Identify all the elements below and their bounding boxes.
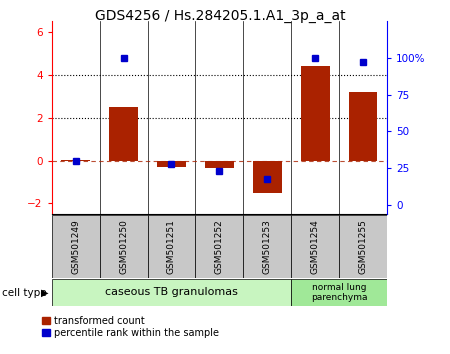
Text: GSM501249: GSM501249	[71, 219, 80, 274]
Text: GSM501254: GSM501254	[310, 219, 320, 274]
Text: GSM501253: GSM501253	[263, 219, 272, 274]
Bar	[195, 215, 243, 278]
Legend: transformed count, percentile rank within the sample: transformed count, percentile rank withi…	[41, 315, 220, 339]
Text: GSM501255: GSM501255	[359, 219, 368, 274]
Bar	[291, 279, 387, 306]
Bar	[243, 215, 291, 278]
Bar	[349, 92, 378, 161]
Bar	[157, 161, 186, 167]
Text: ▶: ▶	[41, 288, 49, 298]
Text: normal lung
parenchyma: normal lung parenchyma	[311, 283, 367, 302]
Bar	[99, 215, 148, 278]
Bar	[148, 215, 195, 278]
Text: caseous TB granulomas: caseous TB granulomas	[105, 287, 238, 297]
Text: GSM501250: GSM501250	[119, 219, 128, 274]
Text: cell type: cell type	[2, 288, 47, 298]
Bar	[301, 66, 329, 161]
Bar	[109, 107, 138, 161]
Bar	[339, 215, 387, 278]
Text: GDS4256 / Hs.284205.1.A1_3p_a_at: GDS4256 / Hs.284205.1.A1_3p_a_at	[95, 9, 346, 23]
Bar	[61, 160, 90, 161]
Text: GSM501252: GSM501252	[215, 219, 224, 274]
Bar	[291, 215, 339, 278]
Bar	[52, 279, 291, 306]
Text: GSM501251: GSM501251	[167, 219, 176, 274]
Bar	[52, 215, 99, 278]
Bar	[253, 161, 282, 193]
Bar	[205, 161, 234, 168]
